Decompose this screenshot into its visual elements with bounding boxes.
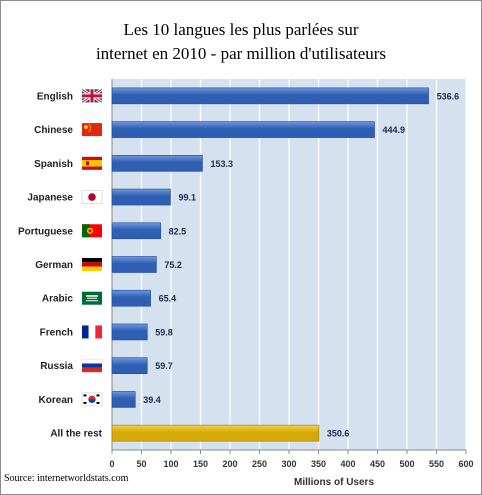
- portugal-flag-icon: [82, 224, 102, 238]
- russia-flag-icon: [81, 358, 103, 373]
- bar: [111, 357, 148, 374]
- category-label: Spanish: [34, 159, 73, 170]
- bar: [111, 188, 171, 206]
- chart-title-line-2: internet en 2010 - par million d'utilisa…: [95, 44, 387, 63]
- x-tick-label: 350: [311, 459, 326, 469]
- bar-value-label: 444.9: [382, 125, 405, 135]
- south-korea-flag-icon: [81, 392, 103, 407]
- x-tick-label: 150: [193, 459, 208, 469]
- category-label: French: [40, 327, 73, 338]
- category-label: All the rest: [50, 429, 102, 440]
- bar-value-label: 59.8: [155, 327, 173, 337]
- x-tick-label: 400: [340, 459, 355, 469]
- category-label: Portuguese: [18, 226, 73, 237]
- x-tick-label: 450: [370, 459, 385, 469]
- bar: [111, 155, 203, 172]
- bar-value-label: 153.3: [210, 159, 233, 169]
- bar-value-label: 536.6: [437, 91, 460, 101]
- category-label: English: [37, 91, 73, 102]
- china-flag-icon: [82, 123, 102, 137]
- x-tick-label: 300: [281, 459, 296, 469]
- bar-value-label: 75.2: [164, 260, 182, 270]
- uk-flag-icon: [81, 88, 103, 104]
- chart-title: Les 10 langues les plus parlées sur inte…: [0, 18, 482, 66]
- bar: [111, 391, 136, 408]
- bar-value-label: 350.6: [327, 429, 350, 439]
- bar-value-label: 59.7: [155, 361, 173, 371]
- bar-value-label: 99.1: [178, 193, 196, 203]
- bar-value-label: 82.5: [169, 226, 187, 236]
- bar: [111, 289, 151, 307]
- japan-flag-icon: [81, 190, 103, 204]
- bar: [111, 424, 320, 442]
- bar: [111, 323, 148, 341]
- category-label: German: [35, 260, 73, 271]
- x-tick-label: 100: [163, 459, 178, 469]
- spain-flag-icon: [82, 156, 102, 170]
- x-axis-label: Millions of Users: [294, 477, 374, 488]
- bar: [111, 121, 375, 138]
- bar: [111, 87, 429, 105]
- bar: [111, 256, 157, 273]
- x-tick-label: 0: [109, 459, 114, 469]
- x-tick-label: 50: [136, 459, 146, 469]
- germany-flag-icon: [82, 258, 102, 271]
- category-label: Japanese: [27, 193, 73, 204]
- x-tick-label: 550: [429, 459, 444, 469]
- category-label: Chinese: [34, 125, 73, 136]
- chart-title-line-1: Les 10 langues les plus parlées sur: [123, 20, 359, 39]
- x-tick-label: 250: [252, 459, 267, 469]
- bar-value-label: 39.4: [143, 395, 161, 405]
- saudi-arabia-flag-icon: [82, 291, 102, 305]
- x-tick-label: 600: [458, 459, 473, 469]
- category-label: Russia: [40, 361, 73, 372]
- category-label: Korean: [39, 395, 73, 406]
- bar: [111, 222, 161, 240]
- x-tick-label: 500: [399, 459, 414, 469]
- x-tick-label: 200: [222, 459, 237, 469]
- france-flag-icon: [82, 325, 102, 339]
- bar-value-label: 65.4: [159, 294, 177, 304]
- source-note: Source: internetworldstats.com: [4, 473, 129, 484]
- category-label: Arabic: [42, 294, 74, 305]
